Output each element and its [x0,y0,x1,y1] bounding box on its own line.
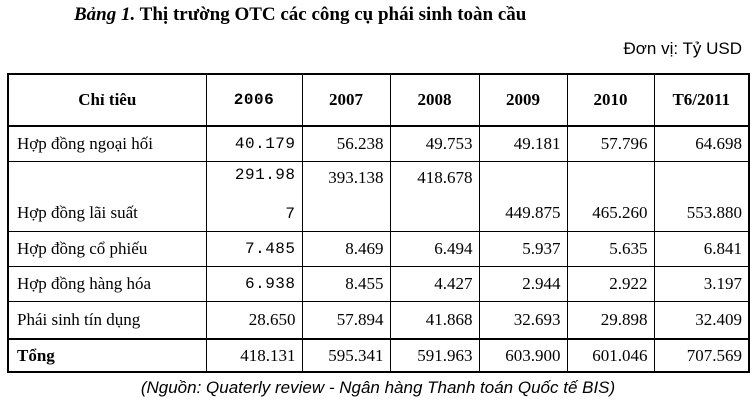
value-cell: 5.635 [566,230,655,267]
table-row: Hợp đồng cổ phiếu 7.485 8.469 6.494 5.93… [7,230,750,267]
value-cell: 64.698 [653,125,750,162]
value-cell: 603.900 [478,338,568,373]
header-2008: 2008 [389,73,480,127]
header-2009: 2009 [478,73,568,127]
value-cell: 465.260 [566,160,655,232]
value-cell: 49.181 [478,125,568,162]
value-cell: 6.494 [389,230,480,267]
total-row: Tổng 418.131 595.341 591.963 603.900 601… [7,338,750,373]
value-cell: 3.197 [653,265,750,302]
header-2007: 2007 [301,73,391,127]
value-cell: 449.875 [478,160,568,232]
value-cell: 291.98 7 [205,160,303,232]
row-label: Hợp đồng ngoại hối [7,125,207,162]
value-cell: 29.898 [566,300,655,340]
value-cell: 41.868 [389,300,480,340]
value-cell: 2.922 [566,265,655,302]
table-row: Hợp đồng hàng hóa 6.938 8.455 4.427 2.94… [7,265,750,302]
value-cell: 553.880 [653,160,750,232]
value-cell: 707.569 [653,338,750,373]
value-cell: 57.894 [301,300,391,340]
value-cell: 5.937 [478,230,568,267]
value-cell: 8.469 [301,230,391,267]
value-cell: 4.427 [389,265,480,302]
value-cell: 8.455 [301,265,391,302]
value-cell: 418.131 [205,338,303,373]
value-cell: 32.409 [653,300,750,340]
value-cell: 591.963 [389,338,480,373]
value-cell: 6.841 [653,230,750,267]
value-cell: 418.678 [389,160,480,232]
value-cell: 393.138 [301,160,391,232]
value-cell: 601.046 [566,338,655,373]
table-title: Bảng 1. Thị trường OTC các công cụ phái … [74,4,526,26]
header-chi-tieu: Chỉ tiêu [7,73,207,127]
otc-derivatives-table: Chỉ tiêu 2006 2007 2008 2009 2010 T6/201… [7,73,750,373]
value-cell: 49.753 [389,125,480,162]
row-label: Hợp đồng hàng hóa [7,265,207,302]
table-row: Hợp đồng ngoại hối 40.179 56.238 49.753 … [7,125,750,162]
table-title-text: Thị trường OTC các công cụ phái sinh toà… [139,4,527,25]
unit-label: Đơn vị: Tỷ USD [623,39,742,58]
table-row: Phái sinh tín dụng 28.650 57.894 41.868 … [7,300,750,340]
header-2010: 2010 [566,73,655,127]
header-row: Chỉ tiêu 2006 2007 2008 2009 2010 T6/201… [7,73,750,127]
row-label: Phái sinh tín dụng [7,300,207,340]
value-cell: 57.796 [566,125,655,162]
table-row: Hợp đồng lãi suất 291.98 7 393.138 418.6… [7,160,750,232]
value-cell: 7.485 [205,230,303,267]
value-cell: 56.238 [301,125,391,162]
value-cell: 6.938 [205,265,303,302]
value-cell: 40.179 [205,125,303,162]
value-cell: 28.650 [205,300,303,340]
value-cell: 2.944 [478,265,568,302]
value-line-1: 291.98 [234,165,296,184]
row-label: Tổng [7,338,207,373]
header-2006: 2006 [205,73,303,127]
row-label: Hợp đồng cổ phiếu [7,230,207,267]
value-cell: 595.341 [301,338,391,373]
row-label: Hợp đồng lãi suất [7,160,207,232]
header-t6-2011: T6/2011 [653,73,750,127]
value-line-2: 7 [285,204,296,223]
value-cell: 32.693 [478,300,568,340]
source-note: (Nguồn: Quaterly review - Ngân hàng Than… [140,378,616,397]
table-number: Bảng 1. [74,4,136,25]
